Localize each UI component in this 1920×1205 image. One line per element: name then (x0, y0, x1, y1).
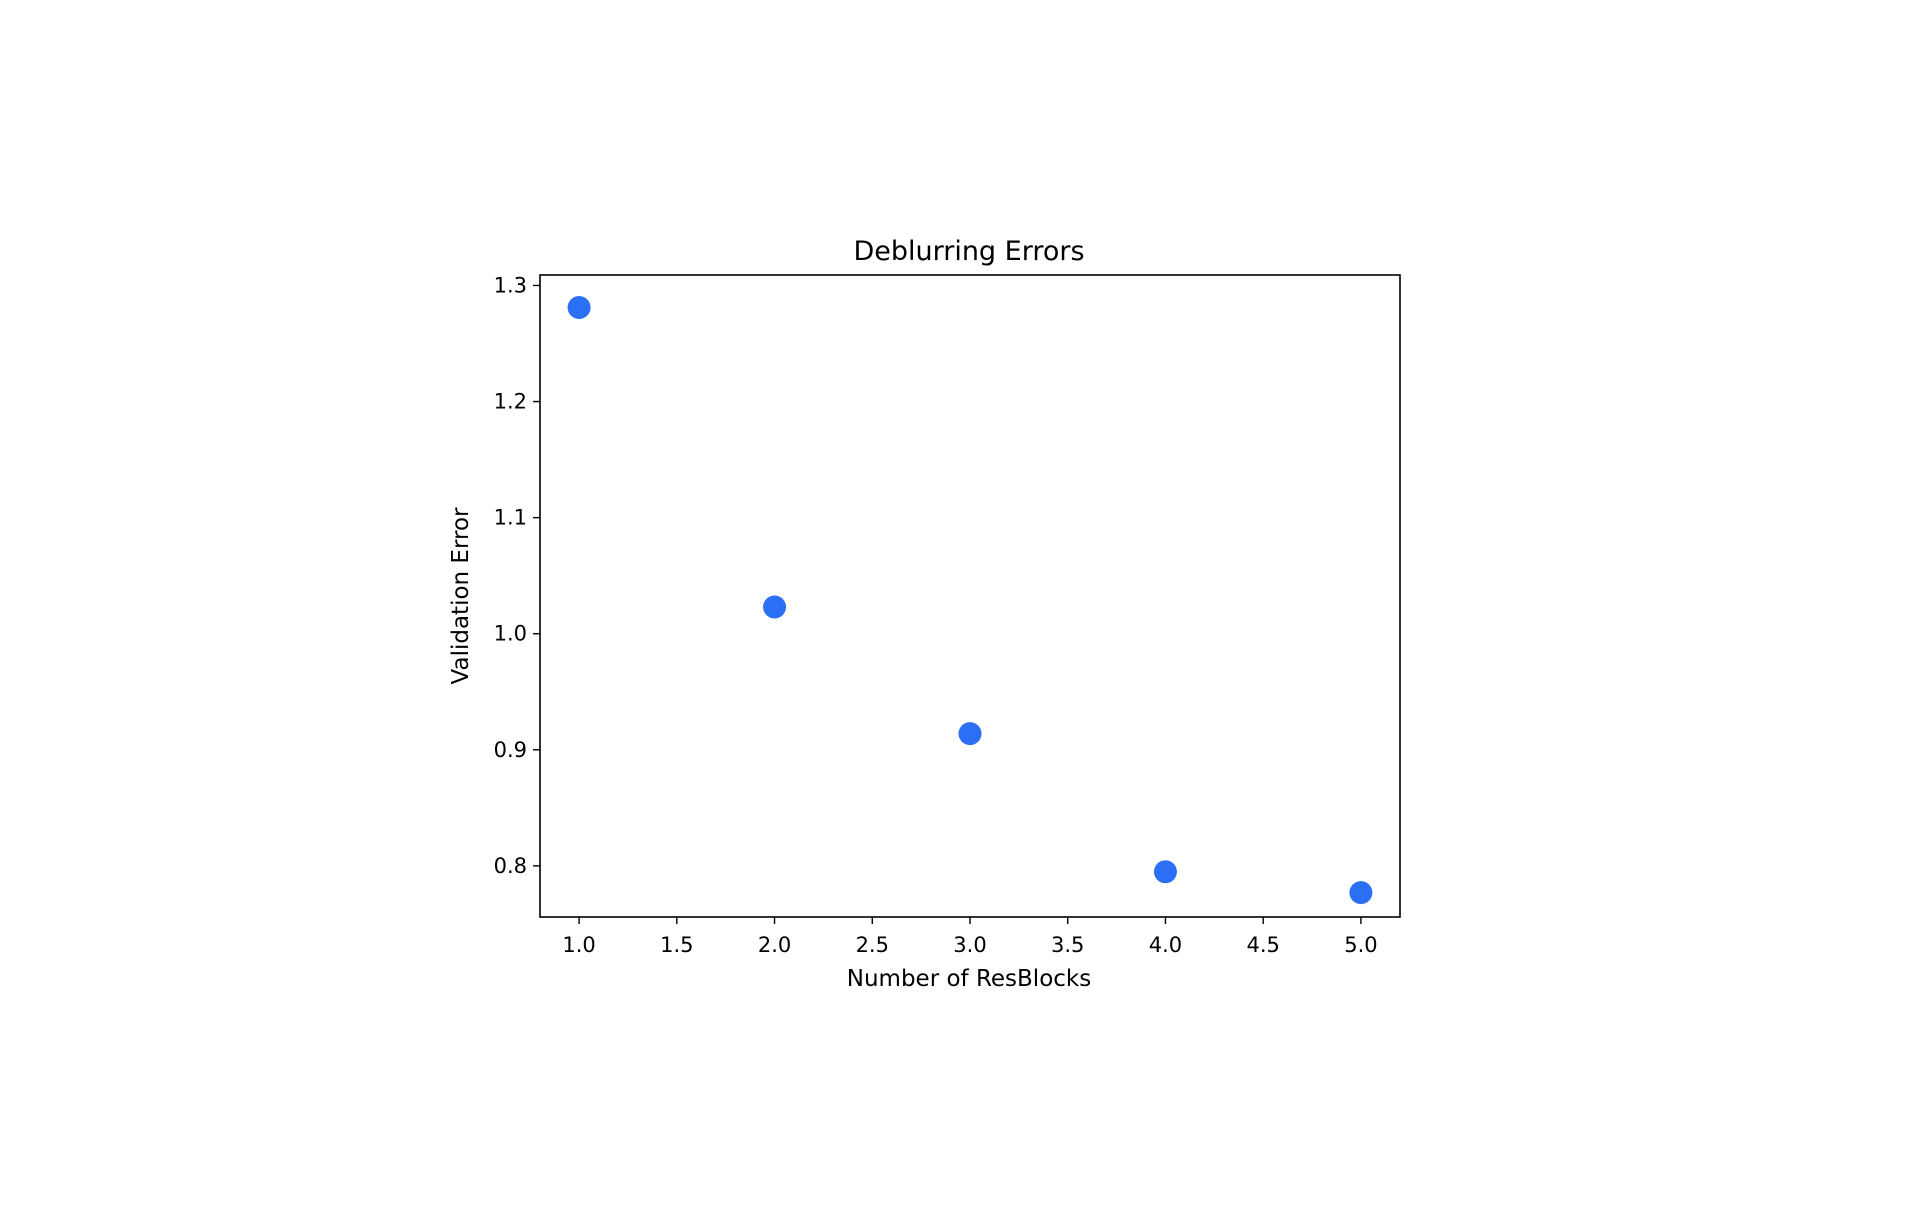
x-tick-label: 2.5 (856, 933, 889, 957)
y-axis: 0.8 0.9 1.0 1.1 1.2 1.3 (494, 273, 540, 878)
data-points (567, 296, 1373, 905)
plot-frame (539, 274, 1401, 918)
data-point (567, 296, 591, 320)
x-tick-label: 4.5 (1246, 933, 1279, 957)
y-tick-label: 1.1 (494, 506, 527, 530)
x-tick-label: 5.0 (1344, 933, 1377, 957)
y-tick-label: 0.8 (494, 854, 527, 878)
x-tick-label: 3.5 (1051, 933, 1084, 957)
data-point (1349, 881, 1373, 905)
x-tick-label: 1.5 (660, 933, 693, 957)
y-tick-label: 1.2 (494, 390, 527, 414)
data-point (958, 722, 982, 746)
x-tick-label: 1.0 (562, 933, 595, 957)
y-tick-label: 1.0 (494, 622, 527, 646)
x-tick-label: 4.0 (1149, 933, 1182, 957)
x-tick-label: 2.0 (758, 933, 791, 957)
y-tick-label: 1.3 (494, 273, 527, 297)
data-point (1153, 860, 1177, 884)
x-axis: 1.0 1.5 2.0 2.5 3.0 3.5 4.0 4.5 5.0 (562, 917, 1378, 957)
chart-title: Deblurring Errors (853, 236, 1084, 267)
y-axis-label: Validation Error (448, 507, 474, 684)
x-axis-label: Number of ResBlocks (847, 966, 1091, 992)
y-tick-label: 0.9 (494, 738, 527, 762)
data-point (763, 595, 787, 619)
x-tick-label: 3.0 (953, 933, 986, 957)
